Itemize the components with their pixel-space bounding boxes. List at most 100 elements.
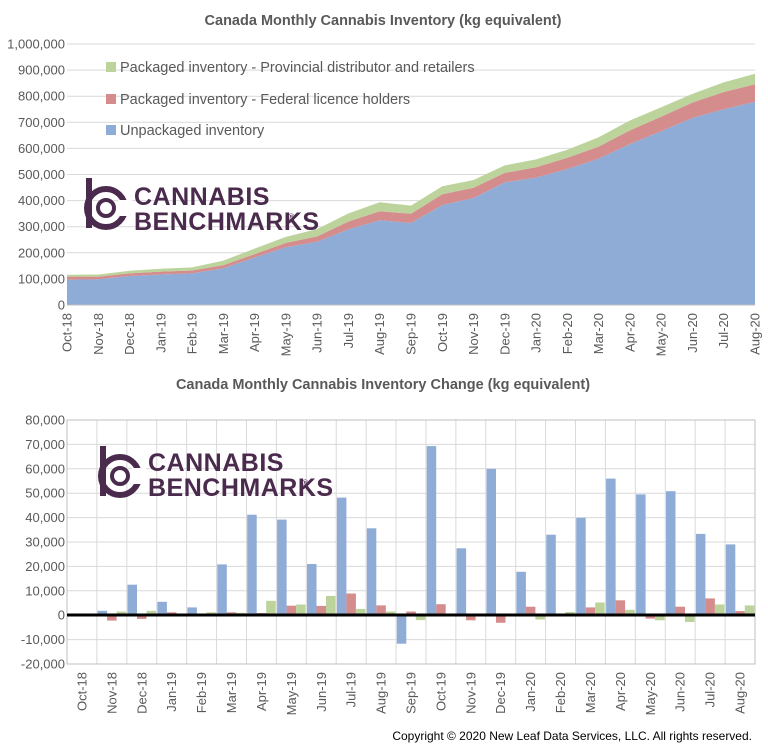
chart1-x-tick-label: Jun-20	[685, 313, 700, 353]
chart2-bar-federal	[436, 604, 446, 616]
logo-mark-icon-2	[98, 446, 146, 498]
chart1-legend: Packaged inventory - Provincial distribu…	[106, 60, 475, 139]
chart2-x-tick-label: Jun-20	[673, 672, 688, 712]
chart1-x-tick-label: Jul-20	[716, 313, 731, 348]
chart1-x-tick-label: Dec-18	[122, 313, 137, 355]
chart2-bar-federal	[316, 605, 326, 616]
chart1-y-tick-label: 900,000	[18, 63, 65, 78]
chart1-x-tick-label: Jan-19	[153, 313, 168, 353]
chart2-bar-provincial	[595, 602, 605, 616]
chart2-y-tick-label: 70,000	[25, 437, 65, 452]
chart2-x-tick-label: Nov-18	[104, 672, 119, 714]
chart2-bar-unpackaged	[576, 517, 586, 616]
chart1-x-axis: Oct-18 Nov-18 Dec-18 Jan-19 Feb-19 Mar-19 Apr-…	[60, 313, 763, 356]
chart1-y-tick-label: 600,000	[18, 141, 65, 156]
chart2-bar-unpackaged	[695, 533, 706, 616]
chart2-bar-provincial	[744, 605, 755, 616]
chart1-title: Canada Monthly Cannabis Inventory (kg eq…	[205, 13, 562, 29]
chart2-bar-unpackaged	[217, 564, 227, 616]
chart1-y-axis: 0 100,000 200,000 300,000 400,000 500,000 600,…	[7, 37, 65, 313]
chart1-y-tick-label: 500,000	[18, 167, 65, 182]
chart2-bar-unpackaged	[486, 468, 496, 616]
legend-label-federal: Packaged inventory - Federal licence hol…	[120, 92, 410, 108]
chart2-x-tick-label: Jul-20	[703, 672, 718, 707]
chart1-y-tick-label: 200,000	[18, 245, 65, 260]
chart2-bar-provincial	[535, 615, 545, 620]
chart2-x-tick-label: Jan-19	[164, 672, 179, 712]
chart2-bar-unpackaged	[366, 528, 377, 616]
chart1-x-tick-label: Feb-19	[185, 313, 200, 354]
chart1-x-tick-label: Mar-19	[216, 313, 231, 354]
chart2-x-tick-label: Oct-19	[433, 672, 448, 711]
chart2-bar-unpackaged	[247, 514, 257, 616]
chart2-y-tick-label: -10,000	[21, 632, 65, 647]
chart2-bar-unpackaged	[97, 610, 108, 616]
chart2-bar-provincial	[326, 595, 336, 616]
chart1-y-tick-label: 800,000	[18, 89, 65, 104]
chart1-y-tick-label: 700,000	[18, 115, 65, 130]
chart2-y-tick-label: 20,000	[25, 559, 65, 574]
chart1-x-tick-label: Sep-19	[404, 313, 419, 355]
chart2-bar-provincial	[685, 615, 695, 622]
chart2-x-tick-label: Mar-19	[224, 672, 239, 713]
chart2-x-tick-label: May-19	[284, 672, 299, 715]
chart2-bar-unpackaged	[396, 615, 407, 644]
chart2-bar-federal	[406, 611, 416, 616]
chart2-bar-unpackaged	[127, 584, 137, 616]
chart2-y-tick-label: 50,000	[25, 486, 65, 501]
chart1-x-tick-label: Feb-20	[560, 313, 575, 354]
chart2-title: Canada Monthly Cannabis Inventory Change…	[176, 377, 590, 393]
chart1-x-tick-label: Oct-19	[435, 313, 450, 352]
chart2-bar-unpackaged	[187, 607, 197, 616]
chart2-bar-unpackaged	[606, 478, 616, 616]
chart2-bar-provincial	[266, 600, 276, 616]
chart2-bar-federal	[615, 600, 626, 616]
chart1-x-tick-label: May-20	[654, 313, 669, 356]
chart1-x-tick-label: Oct-18	[60, 313, 75, 352]
chart2-x-tick-label: Jul-19	[344, 672, 359, 707]
chart2-bar-unpackaged	[636, 494, 646, 616]
chart2-bar-federal	[466, 615, 476, 621]
chart2-bar-provincial	[625, 609, 635, 616]
chart2-bar-federal	[705, 598, 715, 616]
chart2-bar-unpackaged	[666, 491, 676, 616]
chart2-bar-federal	[286, 605, 297, 616]
chart1-x-tick-label: May-19	[278, 313, 293, 356]
chart2-y-tick-label: 10,000	[25, 583, 65, 598]
chart2-bar-provincial	[385, 611, 396, 616]
legend-label-provincial: Packaged inventory - Provincial distribu…	[120, 60, 475, 76]
chart1-x-tick-label: Jan-20	[529, 313, 544, 353]
legend-swatch-federal	[106, 94, 116, 104]
chart2-x-tick-label: Feb-19	[194, 672, 209, 713]
chart2-x-axis: Oct-18 Nov-18 Dec-18 Jan-19 Feb-19 Mar-19 Apr-…	[75, 672, 748, 715]
chart2-bar-federal	[346, 593, 356, 616]
chart1-areas	[67, 73, 755, 306]
chart1-x-tick-label: Jun-19	[310, 313, 325, 353]
chart2-y-tick-label: 80,000	[25, 413, 65, 428]
chart1-area-unpackaged	[67, 101, 755, 305]
chart1-x-tick-label: Aug-19	[372, 313, 387, 355]
chart2-x-tick-label: Sep-19	[404, 672, 419, 714]
copyright-notice: Copyright © 2020 New Leaf Data Services,…	[392, 729, 752, 743]
chart2-x-tick-label: Dec-18	[134, 672, 149, 714]
chart2-x-tick-label: May-20	[643, 672, 658, 715]
legend-swatch-unpackaged	[106, 125, 116, 135]
chart1-x-tick-label: Jul-19	[341, 313, 356, 348]
chart2-bar-provincial	[415, 615, 426, 621]
chart2-x-tick-label: Aug-20	[733, 672, 748, 714]
chart2-x-tick-label: Dec-19	[493, 672, 508, 714]
chart2-bar-federal	[735, 611, 745, 616]
chart2-bar-provincial	[116, 611, 127, 616]
chart1-x-tick-label: Nov-18	[91, 313, 106, 355]
chart2-x-tick-label: Feb-20	[553, 672, 568, 713]
chart2-bar-federal	[137, 615, 147, 619]
cannabis-benchmarks-logo: CANNABIS BENCHMARKS ®	[84, 178, 319, 236]
chart2-bar-federal	[525, 606, 536, 616]
chart2-bar-unpackaged	[157, 601, 167, 616]
logo-mark-icon	[84, 178, 132, 230]
chart2-bar-unpackaged	[456, 548, 467, 616]
chart2-x-tick-label: Mar-20	[583, 672, 598, 713]
chart2-bar-unpackaged	[516, 571, 526, 616]
chart2-bar-provincial	[714, 604, 725, 616]
logo-registered-mark: ®	[288, 212, 295, 222]
